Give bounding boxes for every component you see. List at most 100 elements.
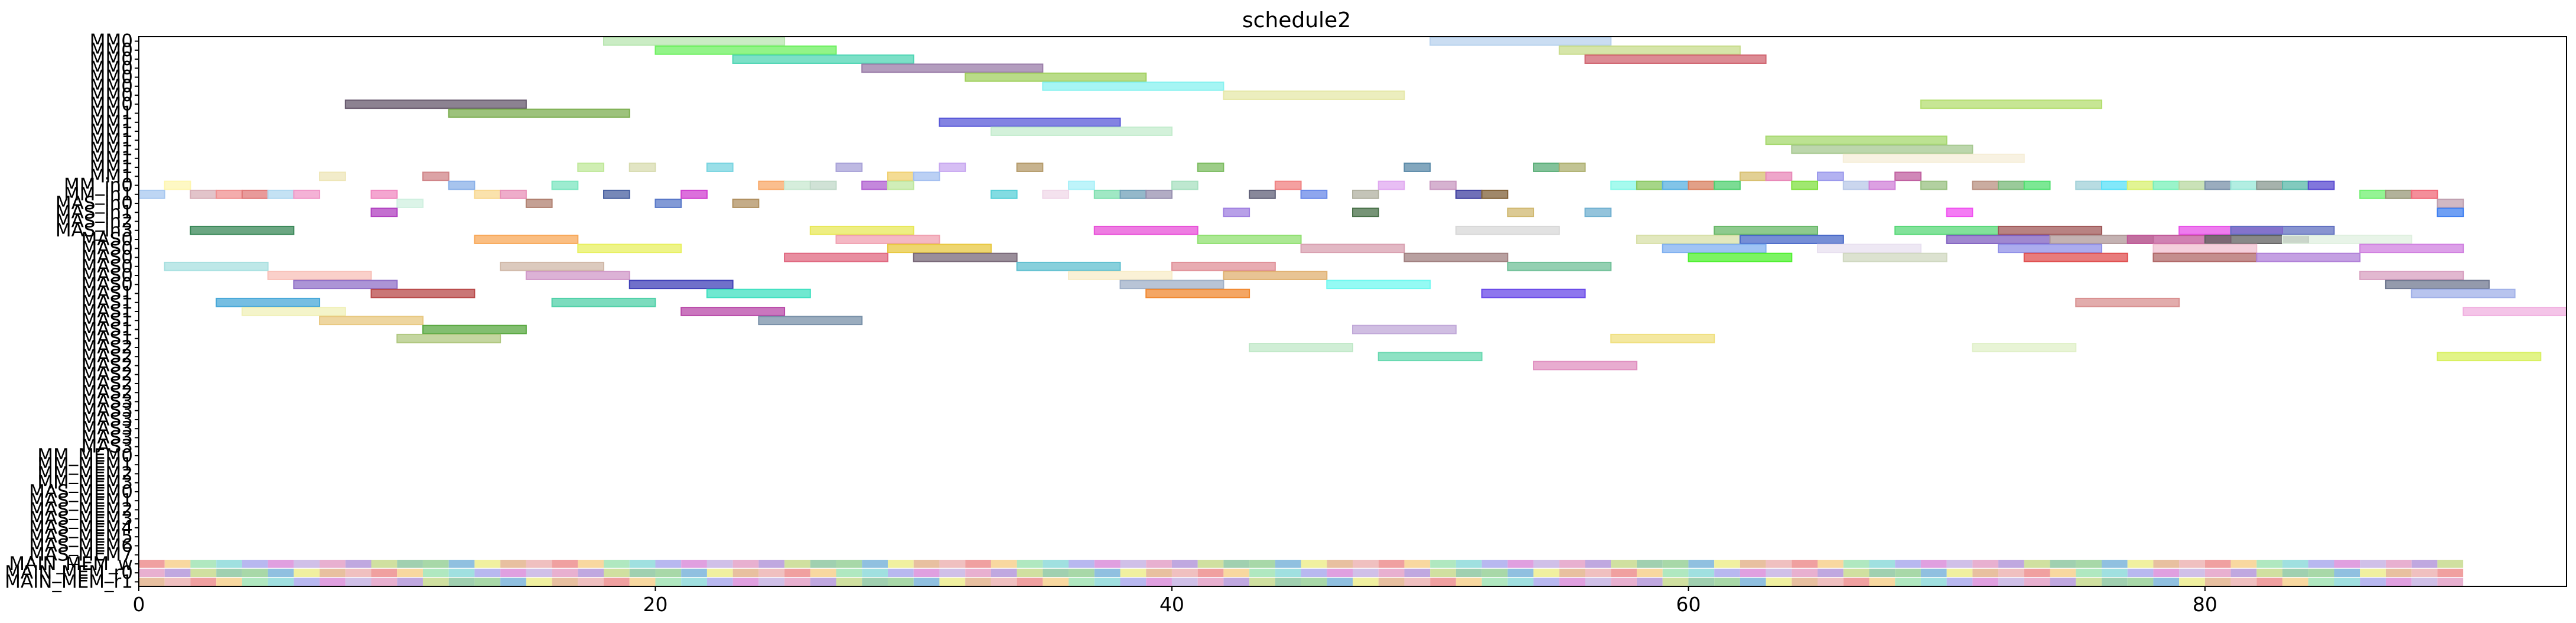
mem-slot bbox=[939, 569, 965, 577]
mem-slot bbox=[423, 569, 449, 577]
mem-slot bbox=[1146, 578, 1172, 586]
chart-title: schedule2 bbox=[1242, 8, 1351, 33]
mem-slot bbox=[190, 569, 216, 577]
mem-slot bbox=[965, 578, 991, 586]
task-bar bbox=[242, 307, 346, 316]
mem-slot bbox=[1017, 560, 1043, 568]
task-bar bbox=[1559, 46, 1740, 54]
mem-slot bbox=[2386, 578, 2412, 586]
mem-slot bbox=[836, 569, 862, 577]
mem-slot bbox=[1895, 560, 1921, 568]
mem-slot bbox=[2334, 560, 2360, 568]
mem-slot bbox=[1559, 569, 1585, 577]
task-bar bbox=[758, 181, 784, 190]
mem-slot bbox=[372, 560, 398, 568]
mem-slot bbox=[2179, 578, 2205, 586]
mem-slot bbox=[810, 560, 836, 568]
mem-slot bbox=[1301, 560, 1327, 568]
x-axis-ticks: 0 20 40 60 80 bbox=[133, 586, 2217, 616]
mem-slot bbox=[346, 560, 372, 568]
mem-slot bbox=[2437, 560, 2463, 568]
mem-slot bbox=[1198, 560, 1224, 568]
mem-slot bbox=[2412, 569, 2438, 577]
mem-slot bbox=[604, 578, 630, 586]
task-bar bbox=[1198, 235, 1301, 244]
task-bar bbox=[372, 208, 398, 216]
mem-slot bbox=[2412, 578, 2438, 586]
task-bar bbox=[604, 190, 630, 199]
mem-slot bbox=[1327, 560, 1353, 568]
mem-slot bbox=[1404, 560, 1430, 568]
task-bar bbox=[2179, 181, 2205, 190]
mem-slot bbox=[1818, 569, 1844, 577]
task-bar bbox=[2437, 208, 2463, 216]
mem-slot bbox=[1275, 560, 1301, 568]
mem-slot bbox=[1688, 578, 1714, 586]
task-bar bbox=[2386, 280, 2489, 288]
mem-slot bbox=[294, 569, 320, 577]
task-bar bbox=[1249, 343, 1353, 352]
mem-slot bbox=[190, 578, 216, 586]
task-bar bbox=[1585, 55, 1766, 63]
task-bar bbox=[733, 55, 914, 63]
mem-slot bbox=[1430, 569, 1456, 577]
task-bar bbox=[1998, 244, 2102, 252]
task-bar bbox=[2024, 181, 2050, 190]
mem-slot bbox=[216, 578, 242, 586]
mem-slot bbox=[165, 578, 191, 586]
mem-slot bbox=[2412, 560, 2438, 568]
mem-slot bbox=[1146, 569, 1172, 577]
task-bar bbox=[888, 172, 914, 180]
task-bar bbox=[914, 254, 1017, 262]
mem-slot bbox=[2205, 569, 2231, 577]
task-bar bbox=[294, 190, 320, 199]
mem-slot bbox=[1844, 560, 1870, 568]
mem-slot bbox=[1921, 560, 1947, 568]
mem-slot bbox=[268, 578, 294, 586]
task-bar bbox=[1507, 262, 1611, 271]
mem-slot bbox=[1172, 569, 1198, 577]
task-bar bbox=[2076, 181, 2102, 190]
task-bar bbox=[552, 298, 656, 307]
mem-slot bbox=[888, 569, 914, 577]
plot-frame bbox=[139, 37, 2567, 586]
mem-slot bbox=[1766, 578, 1792, 586]
task-bar bbox=[862, 181, 888, 190]
mem-slot bbox=[165, 560, 191, 568]
task-bar bbox=[1353, 208, 1379, 216]
task-bar bbox=[1947, 208, 1973, 216]
mem-slot bbox=[758, 560, 784, 568]
mem-slot bbox=[1637, 578, 1663, 586]
task-bar bbox=[190, 190, 216, 199]
mem-slot bbox=[1043, 560, 1069, 568]
mem-slot bbox=[862, 578, 888, 586]
task-bar bbox=[1663, 181, 1689, 190]
mem-slot bbox=[1533, 578, 1559, 586]
mem-slot bbox=[268, 569, 294, 577]
mem-slot bbox=[655, 560, 681, 568]
mem-slot bbox=[1740, 578, 1766, 586]
mem-slot bbox=[474, 560, 500, 568]
task-bar bbox=[1482, 190, 1508, 199]
mem-slot bbox=[939, 578, 965, 586]
task-bar bbox=[1637, 181, 1663, 190]
mem-slot bbox=[1120, 578, 1146, 586]
task-bar bbox=[965, 73, 1146, 82]
task-bar bbox=[1301, 190, 1327, 199]
task-bar bbox=[1482, 290, 1585, 298]
mem-slot bbox=[346, 569, 372, 577]
task-bar bbox=[1120, 280, 1223, 288]
mem-slot bbox=[2024, 569, 2050, 577]
task-bar bbox=[1663, 244, 1766, 252]
mem-slot bbox=[1507, 560, 1533, 568]
x-tick-label: 40 bbox=[1160, 593, 1184, 616]
task-bar bbox=[526, 199, 552, 207]
mem-slot bbox=[2050, 560, 2076, 568]
mem-slot bbox=[1069, 569, 1095, 577]
mem-slot bbox=[1895, 578, 1921, 586]
task-bar bbox=[939, 118, 1120, 126]
mem-slot bbox=[733, 578, 759, 586]
task-bar bbox=[2256, 181, 2282, 190]
task-bar bbox=[810, 181, 836, 190]
mem-slot bbox=[500, 569, 526, 577]
